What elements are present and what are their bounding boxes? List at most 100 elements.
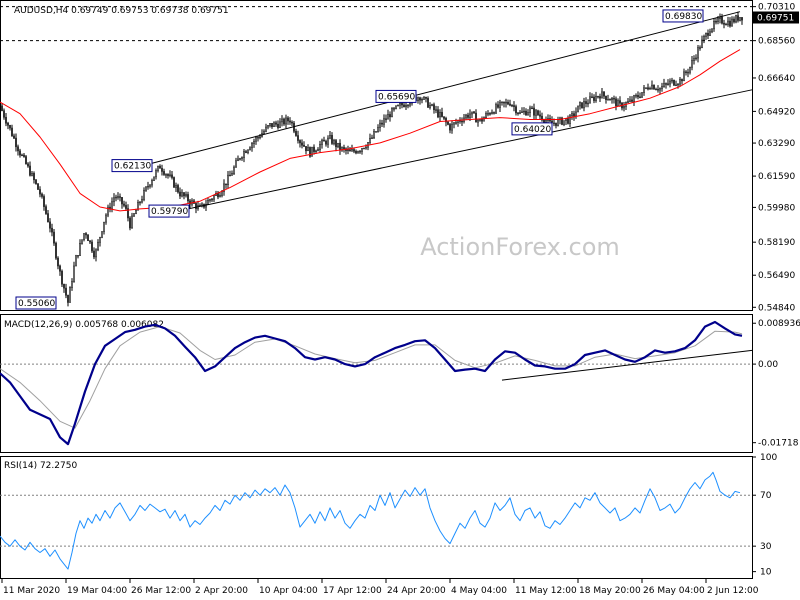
candle-body [287, 117, 289, 122]
candle-body [689, 66, 691, 73]
macd-axis: 0.008936 0.00 -0.01718 [752, 319, 800, 449]
price-axis-label: 0.64920 [758, 107, 795, 117]
macd-panel-frame [0, 314, 753, 453]
candle [89, 240, 91, 244]
candle-body [729, 20, 731, 27]
candle [43, 194, 45, 211]
candle [463, 113, 465, 124]
candle-body [537, 110, 539, 116]
candle [5, 112, 7, 127]
candle-body [291, 121, 293, 124]
candle [541, 112, 543, 122]
candle-body [141, 199, 143, 203]
candle-body [9, 124, 11, 129]
candle [3, 108, 5, 120]
candle [395, 105, 397, 110]
candle [213, 194, 215, 203]
candle [151, 178, 153, 188]
candle [629, 96, 631, 103]
candle [35, 179, 37, 185]
candle [81, 239, 83, 245]
candle-body [281, 118, 283, 123]
candle-body [439, 112, 441, 118]
candle-body [239, 158, 241, 160]
candle [473, 111, 475, 114]
candle [323, 136, 325, 142]
candle-body [241, 157, 243, 159]
candle-body [427, 98, 429, 108]
candle [343, 144, 345, 153]
candle-body [21, 154, 23, 157]
candle-body [123, 203, 125, 206]
candle [193, 198, 195, 204]
price-label-text: 0.59790 [151, 207, 188, 217]
candle [285, 114, 287, 129]
candle [269, 123, 271, 128]
candle [581, 102, 583, 109]
candle [407, 104, 409, 109]
candle [733, 16, 735, 24]
candle [119, 193, 121, 202]
candle-body [153, 176, 155, 181]
candle [739, 17, 741, 22]
candle [665, 82, 667, 89]
candle [679, 76, 681, 87]
candle-body [169, 174, 171, 176]
candle-body [31, 173, 33, 176]
candle-body [517, 112, 519, 114]
candle [13, 133, 15, 139]
time-axis-label: 11 Mar 2020 [3, 586, 60, 596]
moving-average-line [0, 49, 741, 212]
candle-body [723, 22, 725, 25]
candle [535, 108, 537, 120]
candle [491, 109, 493, 115]
candle [609, 98, 611, 101]
candle-body [491, 112, 493, 115]
candle [589, 92, 591, 104]
candle-body [645, 87, 647, 89]
candle-body [97, 241, 99, 251]
candle-body [157, 165, 159, 171]
candle-body [705, 33, 707, 37]
candle [37, 183, 39, 190]
candle-body [497, 104, 499, 108]
candle-body [5, 116, 7, 124]
candle-body [29, 165, 31, 176]
candle [185, 191, 187, 198]
candle-body [137, 201, 139, 211]
candle [367, 142, 369, 151]
candle-body [677, 83, 679, 86]
candle [575, 107, 577, 119]
candle-body [139, 201, 141, 204]
candle [201, 202, 203, 208]
candle [725, 22, 727, 26]
candle [169, 170, 171, 178]
candle-body [377, 127, 379, 133]
candle [123, 200, 125, 208]
candle-body [175, 185, 177, 188]
candle-body [147, 185, 149, 188]
candle-body [589, 96, 591, 104]
candle [477, 118, 479, 127]
candle [663, 78, 665, 88]
candle-body [707, 33, 709, 36]
candle-body [619, 100, 621, 104]
candle-body [179, 191, 181, 197]
rsi-panel-header: RSI(14) 72.2750 [4, 461, 77, 471]
candle [705, 32, 707, 40]
candle [251, 142, 253, 152]
candle [241, 156, 243, 161]
candle-body [95, 249, 97, 258]
candle-body [653, 84, 655, 90]
candle-body [171, 174, 173, 178]
candle-body [99, 236, 101, 243]
candle [617, 98, 619, 107]
candle [529, 105, 531, 118]
candle-body [347, 149, 349, 151]
candle-body [561, 117, 563, 125]
candle-body [177, 185, 179, 193]
candle-body [61, 270, 63, 285]
candle [623, 101, 625, 112]
macd-axis-label: 0.008936 [758, 319, 800, 329]
candle [453, 122, 455, 129]
